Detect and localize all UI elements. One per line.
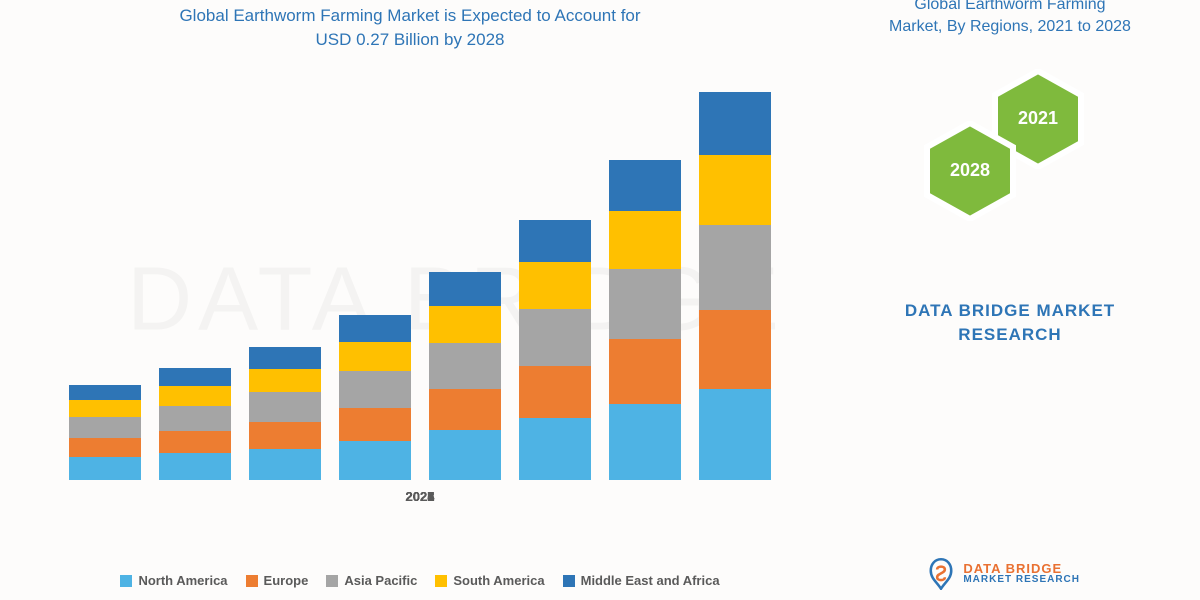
brand-line2: RESEARCH xyxy=(958,325,1061,344)
bar-segment xyxy=(519,366,591,418)
bar-group xyxy=(699,92,771,480)
bar-segment xyxy=(249,392,321,422)
legend-label: South America xyxy=(453,573,544,588)
bar-segment xyxy=(429,343,501,389)
right-title-line2: Market, By Regions, 2021 to 2028 xyxy=(889,18,1131,35)
bar-segment xyxy=(339,315,411,342)
bar-group xyxy=(519,220,591,480)
right-title: Global Earthworm Farming Market, By Regi… xyxy=(820,0,1200,39)
right-title-line1: Global Earthworm Farming xyxy=(914,0,1105,13)
bar-segment xyxy=(249,422,321,449)
bar-segment xyxy=(699,155,771,225)
stacked-bar xyxy=(249,347,321,480)
legend-label: Middle East and Africa xyxy=(581,573,720,588)
bar-segment xyxy=(249,369,321,393)
right-panel: Global Earthworm Farming Market, By Regi… xyxy=(820,0,1200,600)
legend-swatch xyxy=(435,575,447,587)
legend-item: Middle East and Africa xyxy=(563,573,720,588)
bar-segment xyxy=(429,306,501,343)
bar-segment xyxy=(699,310,771,388)
bar-group xyxy=(69,385,141,480)
bar-segment xyxy=(339,342,411,372)
bar-segment xyxy=(609,211,681,268)
x-axis-label: 2028 xyxy=(384,489,456,504)
bar-segment xyxy=(429,272,501,305)
bar-segment xyxy=(69,457,141,480)
bar-segment xyxy=(609,404,681,480)
bar-segment xyxy=(429,430,501,480)
legend-label: Asia Pacific xyxy=(344,573,417,588)
chart-title-line2: USD 0.27 Billion by 2028 xyxy=(315,30,504,49)
bar-segment xyxy=(519,309,591,366)
legend-swatch xyxy=(326,575,338,587)
bar-segment xyxy=(609,269,681,339)
chart-title: Global Earthworm Farming Market is Expec… xyxy=(0,0,820,52)
bar-segment xyxy=(519,418,591,480)
legend-swatch xyxy=(120,575,132,587)
hex-2028: 2028 xyxy=(920,121,1020,221)
stacked-bar xyxy=(429,272,501,480)
legend-swatch xyxy=(563,575,575,587)
legend-swatch xyxy=(246,575,258,587)
bar-segment xyxy=(699,389,771,480)
bar-segment xyxy=(249,449,321,480)
x-axis-labels: 20212022202320242025202620272028 xyxy=(60,486,780,510)
bars-container xyxy=(60,80,780,480)
bar-group xyxy=(609,160,681,480)
stacked-bar xyxy=(69,385,141,480)
chart-title-line1: Global Earthworm Farming Market is Expec… xyxy=(179,6,640,25)
legend-item: Europe xyxy=(246,573,309,588)
chart-panel: Global Earthworm Farming Market is Expec… xyxy=(0,0,820,600)
chart-plot-area: 20212022202320242025202620272028 xyxy=(60,80,780,510)
hex-2021-label: 2021 xyxy=(1018,108,1058,129)
bar-segment xyxy=(609,339,681,404)
bar-segment xyxy=(69,385,141,400)
bar-segment xyxy=(159,406,231,431)
bar-segment xyxy=(339,441,411,480)
legend-label: North America xyxy=(138,573,227,588)
stacked-bar xyxy=(609,160,681,480)
hex-badges: 2021 2028 xyxy=(910,69,1110,239)
bar-group xyxy=(159,368,231,480)
bar-segment xyxy=(339,371,411,407)
chart-legend: North America Europe Asia Pacific South Ame… xyxy=(40,573,800,588)
bar-segment xyxy=(159,431,231,454)
legend-item: North America xyxy=(120,573,227,588)
bar-group xyxy=(249,347,321,480)
bar-segment xyxy=(699,225,771,311)
bar-segment xyxy=(69,438,141,457)
legend-item: South America xyxy=(435,573,544,588)
bar-segment xyxy=(609,160,681,211)
bar-segment xyxy=(429,389,501,431)
brand-text: DATA BRIDGE MARKET RESEARCH xyxy=(820,299,1200,347)
hex-2028-label: 2028 xyxy=(950,160,990,181)
stacked-bar xyxy=(519,220,591,480)
bar-group xyxy=(429,272,501,480)
bar-segment xyxy=(159,368,231,386)
bar-segment xyxy=(519,220,591,262)
stacked-bar xyxy=(339,315,411,480)
bar-group xyxy=(339,315,411,480)
stacked-bar xyxy=(699,92,771,480)
bar-segment xyxy=(69,417,141,438)
bar-segment xyxy=(69,400,141,417)
bar-segment xyxy=(339,408,411,441)
bar-segment xyxy=(699,92,771,155)
brand-line1: DATA BRIDGE MARKET xyxy=(905,301,1115,320)
bar-segment xyxy=(249,347,321,369)
bar-segment xyxy=(159,453,231,480)
legend-label: Europe xyxy=(264,573,309,588)
bar-segment xyxy=(159,386,231,406)
stacked-bar xyxy=(159,368,231,480)
bar-segment xyxy=(519,262,591,309)
legend-item: Asia Pacific xyxy=(326,573,417,588)
